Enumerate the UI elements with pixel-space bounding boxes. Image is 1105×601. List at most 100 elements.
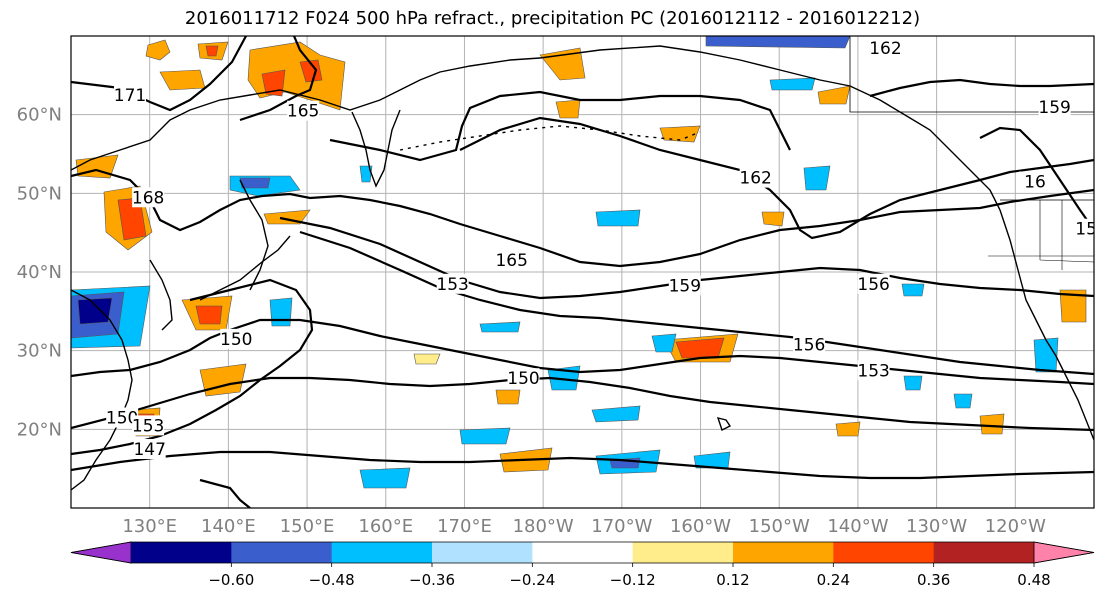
contour-line (239, 36, 318, 122)
anomaly-patch (769, 77, 816, 91)
contour-line (869, 78, 1094, 98)
lon-tick-label: 130°E (122, 516, 177, 537)
contour-label-bg (132, 187, 165, 208)
anomaly-patch (269, 297, 293, 327)
colorbar-tick-label: 0.36 (917, 571, 950, 589)
contour-label-bg (1018, 171, 1051, 192)
gridlines (71, 36, 1094, 508)
contour-label-bg (436, 273, 469, 294)
anomaly-patch (495, 389, 521, 405)
contour-label-bg (106, 407, 139, 428)
contour-label: 165 (287, 102, 319, 122)
china-coast (71, 289, 133, 491)
colorbar-extend-low (70, 541, 132, 564)
contour-label-bg (1038, 96, 1071, 117)
contour-line (329, 90, 791, 162)
anomaly-patch (803, 165, 831, 191)
lon-tick-label: 130°W (906, 516, 967, 537)
colorbar-tick-label: 0.24 (817, 571, 850, 589)
lon-tick-label: 140°W (827, 516, 888, 537)
colorbar-segment (833, 542, 935, 563)
na-west-coast (999, 209, 1094, 441)
lon-tick-label: 180°W (513, 516, 574, 537)
contour-label: 150 (220, 330, 252, 350)
coastlines (71, 36, 1094, 491)
contour-label: 150 (507, 369, 539, 389)
contour-label-bg (739, 167, 772, 188)
anomaly-patch (1059, 289, 1087, 323)
contour-line (199, 478, 251, 508)
lat-tick-label: 20°N (17, 419, 62, 440)
anomaly-patch (901, 283, 925, 297)
japan-coast (199, 235, 291, 301)
colorbar-segment (231, 542, 333, 563)
anomaly-patch (835, 421, 861, 437)
contour-line (71, 318, 1094, 386)
contour-label-bg (132, 415, 165, 436)
anomaly-patch (413, 353, 441, 365)
contour-label: 156 (793, 335, 825, 355)
contour-label: 162 (869, 39, 901, 59)
contour-label-bg (857, 273, 890, 294)
contour-line (71, 376, 1094, 432)
anomaly-patch (195, 305, 223, 325)
contour-label-bg (495, 250, 528, 271)
lon-tick-label: 170°W (591, 516, 652, 537)
colorbar-extend-high (1033, 541, 1095, 564)
colorbar-segment (331, 542, 433, 563)
contour-label-bg (133, 439, 166, 459)
contour-label-bg (668, 275, 701, 296)
contour-line (71, 168, 1094, 268)
anomaly-patch (359, 467, 411, 489)
contour-label: 171 (114, 86, 146, 106)
lat-tick-label: 50°N (17, 183, 62, 204)
colorbar-tick-label: −0.48 (309, 571, 355, 589)
lon-tick-label: 150°E (280, 516, 335, 537)
colorbar-tick-label: 0.12 (716, 571, 749, 589)
lon-tick-label: 160°W (670, 516, 731, 537)
anomaly-patch (659, 125, 701, 143)
anomaly-patch (1033, 337, 1059, 373)
okhotsk-coast (239, 179, 269, 291)
contour-label: 156 (857, 275, 889, 295)
colorbar-segment (733, 542, 834, 563)
contour-label: 162 (739, 169, 771, 189)
anomaly-patch (459, 427, 511, 445)
anomaly-patch (145, 39, 171, 61)
contour-label-bg (857, 360, 890, 381)
anomaly-patch (817, 85, 851, 105)
anomaly-patch (299, 59, 323, 83)
anomaly-patch (761, 211, 785, 227)
plot-title: 2016011712 F024 500 hPa refract., precip… (184, 8, 921, 29)
us-states (988, 200, 1094, 270)
lat-tick-label: 60°N (17, 105, 62, 126)
lon-tick-label: 150°W (749, 516, 810, 537)
anomaly-patch (555, 99, 581, 119)
anomaly-patch (199, 363, 247, 397)
contour-label-bg (220, 328, 253, 349)
anomaly-patch (359, 165, 373, 183)
aleutian-chain (399, 125, 701, 151)
anomaly-patch (651, 333, 677, 353)
anomaly-patch (205, 45, 219, 57)
lon-tick-label: 140°E (201, 516, 256, 537)
contour-label: 16 (1024, 173, 1046, 193)
hawaii (716, 417, 732, 431)
contour-label: 153 (857, 361, 889, 381)
anomaly-patch (263, 209, 311, 225)
colorbar-tick-label: 0.48 (1017, 571, 1050, 589)
contour-label-bg (287, 100, 320, 121)
anomaly-patch (953, 393, 973, 409)
latitude-labels: 20°N 30°N 40°N 50°N 60°N (17, 105, 62, 441)
colorbar-segment (532, 542, 634, 563)
contour-label-bg (114, 85, 147, 105)
contour-label-bg (507, 368, 540, 389)
contour-label: 165 (495, 251, 527, 271)
colorbar-segment (632, 542, 734, 563)
lon-tick-label: 160°E (358, 516, 413, 537)
contour-label: 153 (132, 416, 164, 436)
colorbar-segment (131, 542, 232, 563)
contour-label: 159 (1038, 98, 1070, 118)
contour-label: 168 (132, 188, 164, 208)
